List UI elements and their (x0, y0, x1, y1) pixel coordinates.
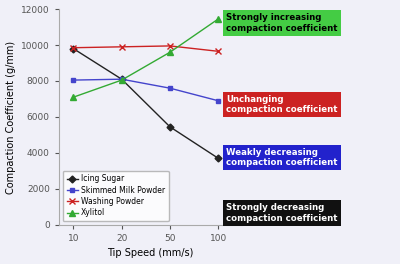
Icing Sugar (119, 78, 124, 81)
Text: Unchanging
compaction coefficient: Unchanging compaction coefficient (226, 95, 338, 114)
Washing Powder (71, 46, 76, 49)
Legend: Icing Sugar, Skimmed Milk Powder, Washing Powder, Xylitol: Icing Sugar, Skimmed Milk Powder, Washin… (63, 171, 169, 221)
Skimmed Milk Powder (71, 78, 76, 82)
Skimmed Milk Powder (119, 78, 124, 81)
Xylitol (119, 78, 124, 82)
Skimmed Milk Powder (216, 99, 221, 102)
Text: Strongly increasing
compaction coefficient: Strongly increasing compaction coefficie… (226, 13, 338, 32)
Text: Strongly decreasing
compaction coefficient: Strongly decreasing compaction coefficie… (226, 203, 338, 223)
Line: Skimmed Milk Powder: Skimmed Milk Powder (71, 77, 221, 103)
Washing Powder (168, 44, 172, 48)
Xylitol (216, 17, 221, 21)
Line: Icing Sugar: Icing Sugar (71, 46, 221, 161)
Y-axis label: Compaction Coefficient (g/mm): Compaction Coefficient (g/mm) (6, 40, 16, 194)
X-axis label: Tip Speed (mm/s): Tip Speed (mm/s) (108, 248, 194, 258)
Icing Sugar (71, 47, 76, 50)
Icing Sugar (168, 125, 172, 128)
Line: Xylitol: Xylitol (71, 16, 221, 100)
Icing Sugar (216, 157, 221, 160)
Xylitol (71, 96, 76, 99)
Washing Powder (119, 45, 124, 48)
Text: Weakly decreasing
compaction coefficient: Weakly decreasing compaction coefficient (226, 148, 338, 167)
Washing Powder (216, 50, 221, 53)
Skimmed Milk Powder (168, 87, 172, 90)
Line: Washing Powder: Washing Powder (71, 43, 221, 54)
Xylitol (168, 51, 172, 54)
